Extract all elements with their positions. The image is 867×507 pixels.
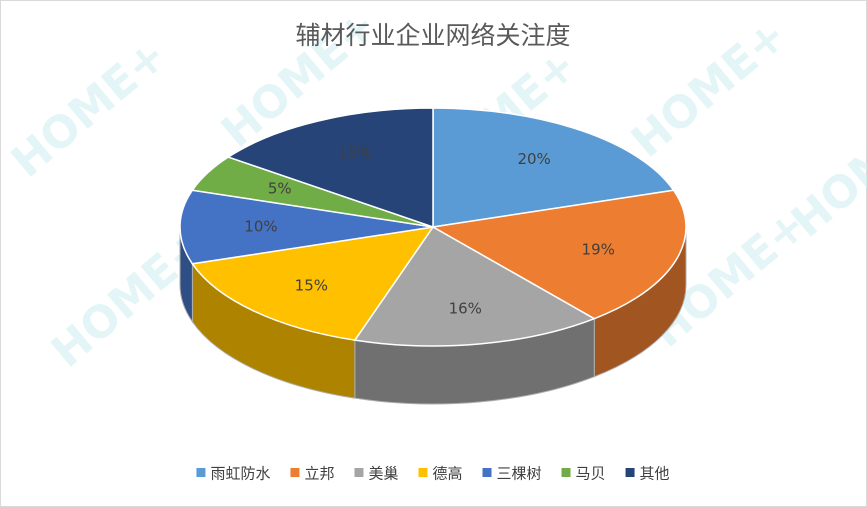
legend-swatch: [482, 468, 492, 477]
pie-slice: [353, 226, 597, 347]
legend-label: 美巢: [368, 465, 398, 483]
data-label: 15%: [295, 276, 328, 294]
data-label: 5%: [268, 180, 292, 198]
pie-tops: [179, 107, 687, 347]
data-label: 16%: [449, 299, 482, 317]
pie-slice: [226, 107, 434, 229]
legend-swatch: [196, 468, 206, 477]
legend-swatch: [625, 468, 635, 477]
legend-swatch: [561, 468, 571, 477]
pie-sides: [179, 226, 687, 405]
pie-slice: [430, 189, 687, 320]
chart-title: 辅材行业企业网络关注度: [295, 21, 570, 50]
legend-label: 德高: [432, 465, 462, 483]
data-label: 19%: [582, 241, 615, 259]
legend-swatch: [418, 468, 428, 477]
legend-label: 其他: [640, 465, 670, 483]
legend-swatch: [290, 468, 300, 477]
pie-slice: [179, 189, 434, 265]
legend-swatch: [354, 468, 364, 477]
data-labels: 20% 19% 16% 15% 10% 5% 15%: [244, 143, 615, 317]
data-label: 20%: [517, 150, 550, 168]
pie-slice: [432, 107, 675, 228]
data-label: 15%: [338, 143, 371, 161]
legend-label: 三棵树: [497, 465, 542, 483]
legend-label: 雨虹防水: [210, 465, 270, 483]
legend: 雨虹防水 立邦 美巢 德高 三棵树 马贝 其他: [196, 465, 670, 483]
legend-label: 马贝: [576, 465, 606, 483]
legend-label: 立邦: [304, 465, 334, 483]
data-label: 10%: [244, 218, 277, 236]
